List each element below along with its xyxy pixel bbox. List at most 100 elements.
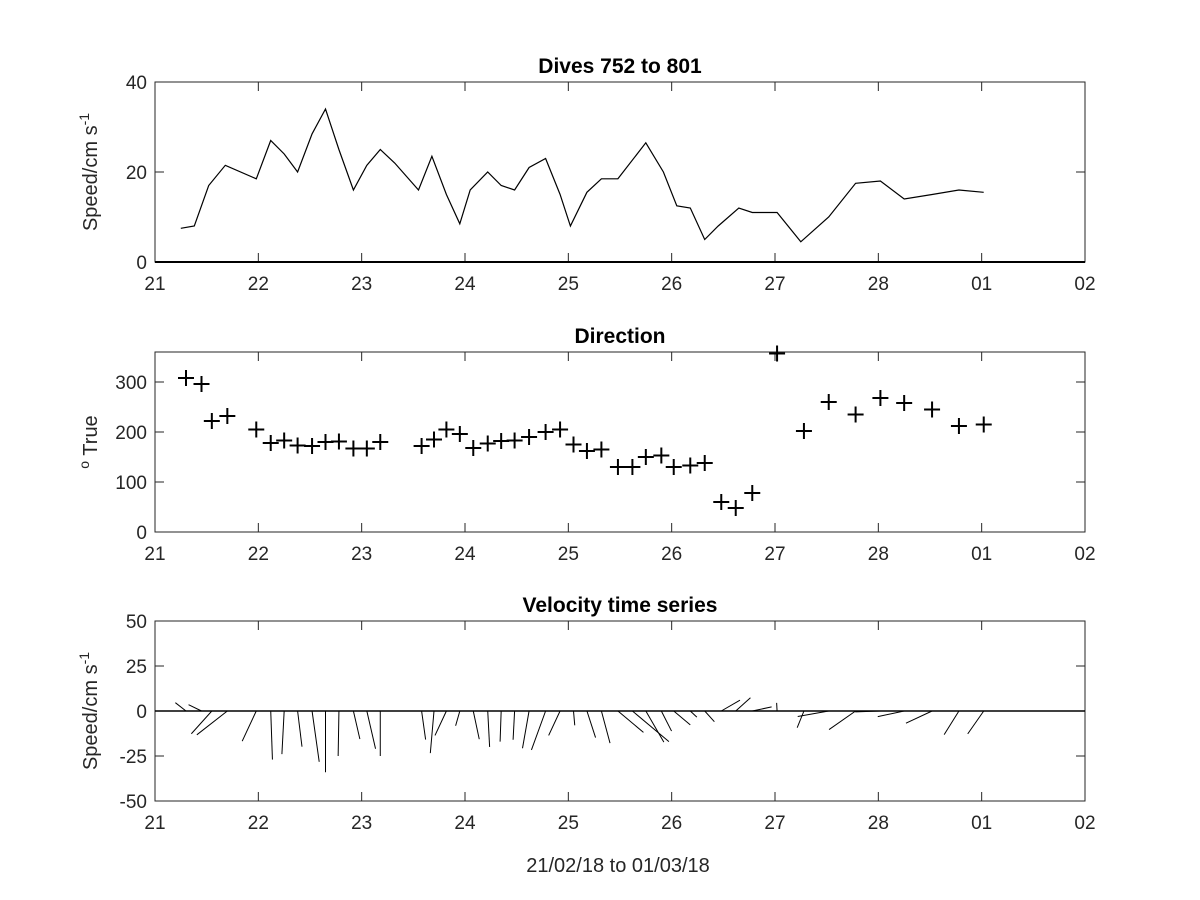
- direction-ylabel: o True: [76, 415, 102, 468]
- speed-series-line: [180, 107, 984, 243]
- direction-y-tick-label: 200: [115, 423, 147, 444]
- velocity-stick: [796, 710, 805, 728]
- speed-x-tick-label: 26: [661, 274, 682, 295]
- chart-direction: 21 22 23 24 25 26 27 28 01 02 0 100 200 300 Direction o…: [76, 325, 1096, 565]
- direction-x-tick-label: 25: [558, 544, 579, 565]
- direction-marker: [413, 438, 430, 454]
- velocity-stick: [434, 710, 447, 736]
- velocity-stick: [877, 710, 905, 718]
- speed-axes-box: [154, 81, 1086, 263]
- speed-x-tick-label: 02: [1074, 274, 1095, 295]
- velocity-stick: [548, 710, 561, 736]
- velocity-stick: [632, 710, 670, 743]
- velocity-stick: [573, 710, 576, 726]
- velocity-stick: [689, 710, 698, 718]
- velocity-stick: [752, 706, 772, 712]
- direction-marker: [624, 459, 641, 475]
- direction-marker: [451, 426, 468, 442]
- velocity-x-tick-label: 02: [1074, 813, 1095, 834]
- speed-x-tick-label: 27: [764, 274, 785, 295]
- velocity-stick: [797, 710, 829, 717]
- direction-marker: [578, 443, 595, 459]
- velocity-x-tick-label: 28: [868, 813, 889, 834]
- velocity-stick: [472, 710, 480, 740]
- velocity-stick: [673, 710, 691, 726]
- direction-marker: [950, 418, 967, 434]
- velocity-stick: [828, 710, 856, 730]
- velocity-x-tick-label: 22: [248, 813, 269, 834]
- velocity-stick: [721, 699, 741, 712]
- direction-marker: [358, 440, 375, 457]
- velocity-ylabel-superscript: -1: [76, 652, 92, 665]
- velocity-title: Velocity time series: [523, 594, 718, 617]
- velocity-stick: [188, 704, 202, 712]
- direction-marker: [276, 432, 293, 449]
- figure-xlabel: 21/02/18 to 01/03/18: [526, 855, 710, 877]
- velocity-stick: [530, 710, 547, 751]
- direction-marker: [975, 416, 992, 433]
- direction-marker: [609, 459, 626, 475]
- velocity-y-tick-label: 50: [126, 612, 147, 633]
- direction-marker: [262, 435, 279, 451]
- direction-ylabel-text: True: [80, 415, 102, 461]
- velocity-stick: [190, 710, 213, 735]
- velocity-x-tick-label: 27: [764, 813, 785, 834]
- velocity-stick: [297, 710, 303, 747]
- direction-x-tick-label: 21: [144, 544, 165, 565]
- direction-marker: [665, 459, 682, 475]
- velocity-stick: [270, 710, 273, 760]
- velocity-stick: [735, 697, 751, 712]
- velocity-stick: [600, 710, 611, 744]
- velocity-stick: [617, 710, 644, 733]
- direction-marker: [521, 429, 538, 445]
- speed-title: Dives 752 to 801: [538, 55, 702, 78]
- direction-marker: [637, 449, 654, 465]
- velocity-stick: [241, 710, 257, 742]
- chart-speed: 21 22 23 24 25 26 27 28 01 02 0 20 40 Dives 752 to 80…: [76, 55, 1096, 295]
- velocity-stick: [967, 710, 985, 735]
- direction-marker: [372, 434, 389, 450]
- velocity-stick: [175, 702, 187, 712]
- velocity-stick: [487, 710, 491, 747]
- velocity-stick: [281, 710, 285, 755]
- direction-marker: [193, 376, 210, 392]
- velocity-y-tick-label: 0: [136, 702, 147, 723]
- direction-marker: [479, 435, 496, 452]
- direction-x-tick-label: 24: [454, 544, 476, 565]
- direction-marker: [727, 500, 744, 516]
- velocity-stick: [499, 710, 502, 742]
- direction-marker: [537, 424, 554, 440]
- direction-marker: [203, 413, 220, 429]
- direction-marker: [682, 457, 699, 474]
- speed-ylabel-superscript: -1: [76, 113, 92, 126]
- velocity-stick: [429, 710, 435, 754]
- direction-marker: [769, 345, 786, 362]
- direction-marker: [820, 394, 837, 410]
- direction-y-tick-label: 0: [136, 523, 147, 544]
- direction-y-tick-label: 100: [115, 473, 147, 494]
- velocity-y-tick-label: -50: [120, 792, 147, 813]
- direction-marker: [795, 423, 812, 439]
- velocity-x-tick-label: 21: [144, 813, 165, 834]
- velocity-x-tick-label: 24: [454, 813, 476, 834]
- speed-x-tick-label: 25: [558, 274, 579, 295]
- velocity-x-tick-label: 01: [971, 813, 992, 834]
- direction-marker: [872, 390, 889, 406]
- direction-marker: [506, 432, 523, 449]
- direction-y-tick-label: 300: [115, 373, 147, 394]
- velocity-x-tick-label: 23: [351, 813, 372, 834]
- direction-marker: [248, 421, 265, 438]
- velocity-stick: [352, 710, 361, 740]
- direction-marker: [178, 370, 194, 386]
- velocity-y-tick-label: -25: [120, 747, 147, 768]
- direction-marker: [713, 494, 730, 510]
- velocity-stick: [704, 710, 715, 723]
- direction-marker: [426, 431, 442, 448]
- direction-marker: [345, 440, 362, 457]
- velocity-x-tick-label: 25: [558, 813, 579, 834]
- speed-y-tick-label: 20: [126, 163, 147, 184]
- direction-marker: [317, 434, 334, 450]
- speed-x-tick-label: 28: [868, 274, 889, 295]
- velocity-stick: [645, 710, 665, 743]
